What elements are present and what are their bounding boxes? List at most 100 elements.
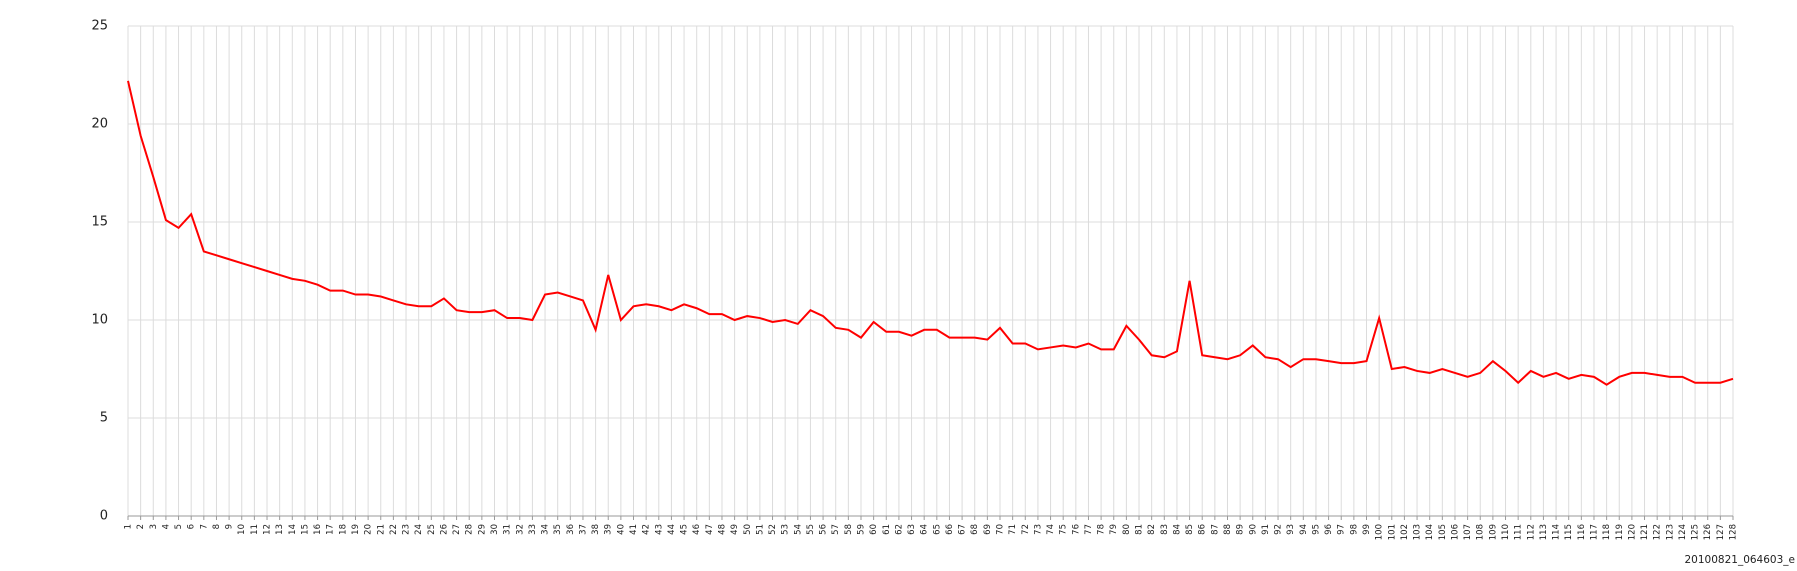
x-tick-label: 21 [376,524,386,535]
x-tick-label: 89 [1236,524,1246,535]
x-tick-label: 108 [1476,524,1486,540]
x-tick-label: 111 [1514,524,1524,540]
x-tick-label: 38 [591,524,601,535]
x-tick-label: 45 [680,524,690,535]
x-tick-label: 68 [970,524,980,535]
x-tick-label: 82 [1147,524,1157,535]
x-tick-label: 107 [1463,524,1473,540]
x-tick-label: 66 [945,524,955,535]
x-tick-label: 110 [1501,524,1511,540]
x-tick-label: 42 [642,524,652,535]
x-tick-label: 52 [768,524,778,535]
x-tick-label: 29 [477,524,487,535]
x-tick-label: 69 [983,524,993,535]
x-tick-label: 124 [1678,524,1688,540]
x-tick-label: 40 [616,524,626,535]
x-tick-label: 50 [743,524,753,535]
x-tick-label: 14 [288,524,298,535]
x-tick-label: 95 [1311,524,1321,535]
x-tick-label: 77 [1084,524,1094,535]
x-tick-label: 27 [452,524,462,535]
x-tick-label: 112 [1526,524,1536,540]
x-tick-label: 91 [1261,524,1271,535]
x-tick-label: 46 [692,524,702,535]
x-tick-label: 12 [263,524,273,535]
x-tick-label: 113 [1539,524,1549,540]
x-tick-label: 35 [553,524,563,535]
x-tick-label: 93 [1286,524,1296,535]
annotation: 20100821_064603_e [1685,554,1796,566]
y-tick-label: 5 [100,411,108,426]
x-tick-label: 19 [351,524,361,535]
x-tick-label: 47 [705,524,715,535]
x-tick-label: 41 [629,524,639,535]
x-tick-label: 85 [1185,524,1195,535]
x-tick-label: 18 [338,524,348,535]
x-tick-label: 13 [275,524,285,535]
data-line [127,80,1734,386]
x-tick-label: 36 [566,524,576,535]
x-tick-label: 58 [844,524,854,535]
x-tick-label: 8 [212,524,222,529]
x-tick-label: 20 [364,524,374,535]
x-tick-label: 62 [894,524,904,535]
x-tick-label: 74 [1046,524,1056,535]
x-tick-label: 7 [199,524,209,529]
x-tick-label: 33 [528,524,538,535]
x-tick-label: 30 [490,524,500,535]
x-tick-label: 79 [1109,524,1119,535]
x-tick-label: 117 [1589,524,1599,540]
x-tick-label: 1 [124,524,134,529]
x-tick-label: 81 [1135,524,1145,535]
x-tick-label: 25 [427,524,437,535]
x-tick-label: 86 [1198,524,1208,535]
x-tick-label: 92 [1274,524,1284,535]
x-tick-label: 11 [250,524,260,535]
x-tick-label: 72 [1021,524,1031,535]
x-tick-label: 48 [717,524,727,535]
x-tick-label: 73 [1033,524,1043,535]
x-tick-label: 121 [1640,524,1650,540]
x-tick-label: 64 [920,524,930,535]
y-tick-label: 15 [91,215,108,230]
x-tick-label: 119 [1615,524,1625,540]
x-tick-label: 63 [907,524,917,535]
x-tick-label: 103 [1413,524,1423,540]
x-tick-label: 5 [174,524,184,529]
x-tick-label: 4 [161,524,171,529]
y-tick-label: 20 [91,117,108,132]
x-tick-label: 100 [1375,524,1385,540]
x-tick-label: 104 [1425,524,1435,540]
x-tick-label: 60 [869,524,879,535]
x-tick-label: 122 [1653,524,1663,540]
x-tick-label: 76 [1071,524,1081,535]
x-tick-label: 114 [1552,524,1562,540]
x-tick-label: 56 [819,524,829,535]
x-tick-label: 26 [439,524,449,535]
x-tick-label: 99 [1362,524,1372,535]
x-tick-label: 10 [237,524,247,535]
x-tick-label: 39 [604,524,614,535]
x-tick-label: 70 [996,524,1006,535]
x-tick-label: 53 [781,524,791,535]
x-tick-label: 67 [958,524,968,535]
x-tick-label: 24 [414,524,424,535]
x-tick-label: 43 [654,524,664,535]
x-tick-label: 55 [806,524,816,535]
x-tick-label: 49 [730,524,740,535]
x-tick-label: 90 [1248,524,1258,535]
x-tick-label: 57 [831,524,841,535]
x-tick-label: 123 [1665,524,1675,540]
x-tick-label: 3 [149,524,159,529]
x-tick-label: 6 [187,524,197,529]
x-tick-label: 34 [541,524,551,535]
x-tick-label: 17 [326,524,336,535]
x-tick-label: 87 [1210,524,1220,535]
x-tick-label: 109 [1488,524,1498,540]
x-tick-label: 127 [1716,524,1726,540]
x-tick-label: 83 [1160,524,1170,535]
x-tick-label: 80 [1122,524,1132,535]
x-tick-label: 88 [1223,524,1233,535]
x-tick-label: 96 [1324,524,1334,535]
x-tick-label: 37 [578,524,588,535]
